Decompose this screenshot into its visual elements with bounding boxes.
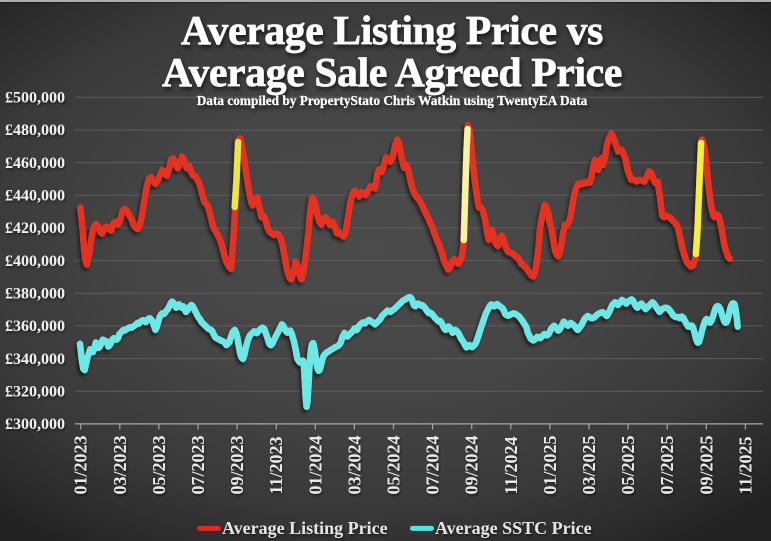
svg-text:Average Listing Price: Average Listing Price xyxy=(222,518,388,538)
svg-text:£460,000: £460,000 xyxy=(5,155,65,172)
svg-text:09/2024: 09/2024 xyxy=(462,435,482,494)
svg-text:£340,000: £340,000 xyxy=(5,351,65,368)
svg-text:Average SSTC Price: Average SSTC Price xyxy=(435,518,592,538)
svg-text:07/2024: 07/2024 xyxy=(423,435,443,494)
svg-text:09/2023: 09/2023 xyxy=(227,435,247,494)
svg-text:07/2023: 07/2023 xyxy=(188,435,208,494)
svg-text:£480,000: £480,000 xyxy=(5,122,65,139)
svg-text:Average Listing Price vs: Average Listing Price vs xyxy=(181,7,603,53)
svg-text:£380,000: £380,000 xyxy=(5,286,65,303)
svg-text:01/2023: 01/2023 xyxy=(71,435,91,494)
svg-text:05/2023: 05/2023 xyxy=(149,435,169,494)
svg-text:03/2025: 03/2025 xyxy=(579,435,599,494)
svg-text:11/2024: 11/2024 xyxy=(501,436,521,494)
svg-text:11/2023: 11/2023 xyxy=(266,436,286,494)
svg-text:£400,000: £400,000 xyxy=(5,253,65,270)
svg-text:03/2023: 03/2023 xyxy=(110,435,130,494)
svg-text:Average Sale Agreed Price: Average Sale Agreed Price xyxy=(162,49,622,95)
svg-text:03/2024: 03/2024 xyxy=(344,435,364,494)
svg-text:05/2024: 05/2024 xyxy=(384,435,404,494)
svg-text:£440,000: £440,000 xyxy=(5,188,65,205)
svg-text:09/2025: 09/2025 xyxy=(696,435,716,494)
svg-text:£320,000: £320,000 xyxy=(5,383,65,400)
svg-text:Data compiled by PropertyStato: Data compiled by PropertyStato Chris Wat… xyxy=(197,93,588,108)
svg-text:£420,000: £420,000 xyxy=(5,220,65,237)
svg-text:£300,000: £300,000 xyxy=(5,416,65,433)
svg-text:11/2025: 11/2025 xyxy=(735,436,755,494)
svg-text:£500,000: £500,000 xyxy=(5,90,65,107)
svg-text:01/2024: 01/2024 xyxy=(305,435,325,494)
svg-text:£360,000: £360,000 xyxy=(5,318,65,335)
svg-text:05/2025: 05/2025 xyxy=(618,435,638,494)
svg-text:07/2025: 07/2025 xyxy=(657,435,677,494)
svg-text:01/2025: 01/2025 xyxy=(540,435,560,494)
